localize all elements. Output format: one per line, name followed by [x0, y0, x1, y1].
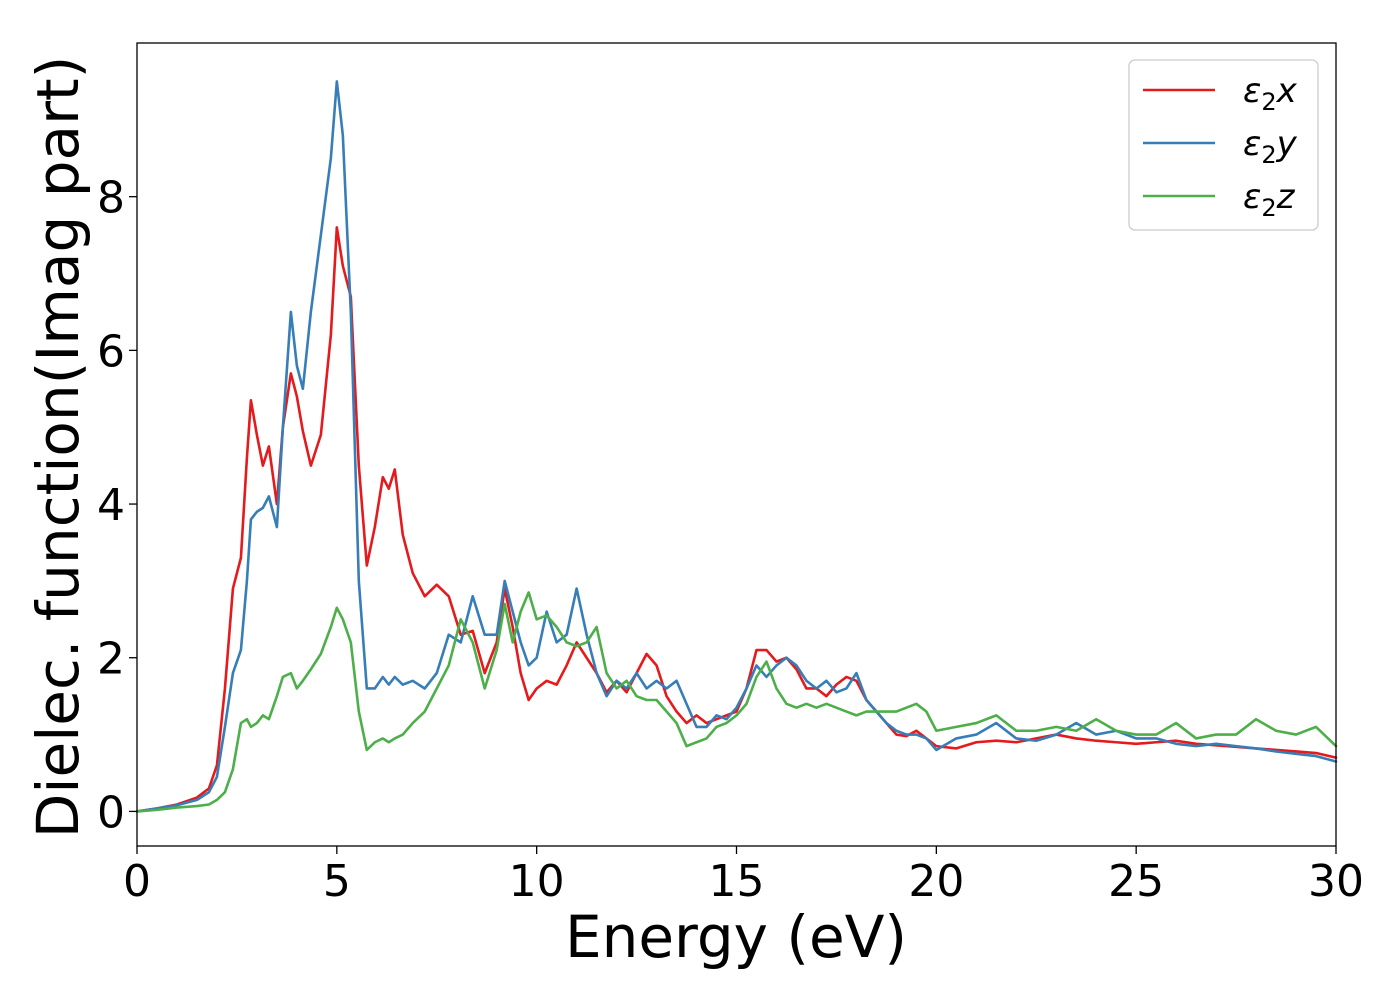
- y-tick-label: 8: [97, 173, 125, 224]
- y-axis-label: Dielec. function(Imag part): [24, 56, 92, 839]
- x-axis-label: Energy (eV): [565, 903, 907, 971]
- x-tick-label: 20: [908, 856, 964, 907]
- y-tick-label: 0: [97, 787, 125, 838]
- y-tick-label: 6: [97, 326, 125, 377]
- legend-label-x: ε2x: [1243, 71, 1298, 116]
- series-line-y: [135, 80, 1338, 813]
- legend-label-z: ε2z: [1243, 177, 1296, 222]
- x-tick-label: 0: [123, 856, 151, 907]
- x-axis-ticks: 0 5 10 15 20 25 30: [123, 846, 1364, 907]
- y-tick-label: 4: [97, 480, 125, 531]
- legend-frame: [1128, 59, 1319, 231]
- series-layer: [135, 80, 1338, 813]
- legend-label-y: ε2y: [1243, 124, 1298, 169]
- legend: ε2x ε2y ε2z: [1128, 59, 1319, 231]
- x-tick-label: 25: [1108, 856, 1164, 907]
- series-line-z: [135, 591, 1338, 813]
- x-tick-label: 10: [509, 856, 565, 907]
- y-tick-label: 2: [97, 634, 125, 685]
- x-tick-label: 5: [323, 856, 351, 907]
- x-tick-label: 15: [709, 856, 765, 907]
- y-axis-ticks: 0 2 4 6 8: [97, 173, 137, 838]
- x-tick-label: 30: [1308, 856, 1364, 907]
